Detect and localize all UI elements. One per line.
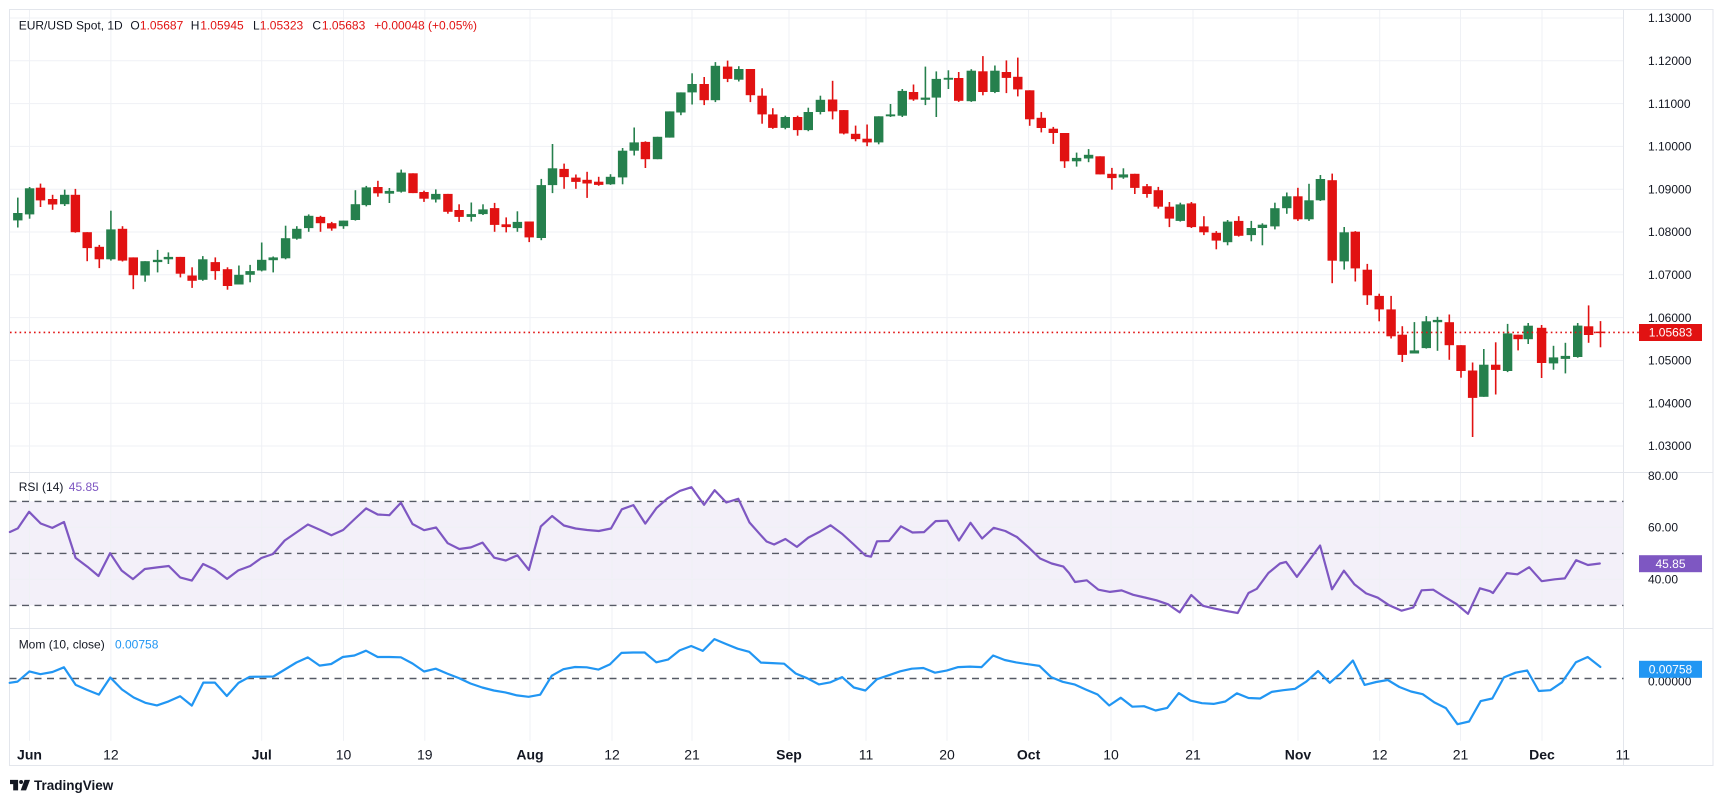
svg-text:Jul: Jul <box>252 747 272 763</box>
svg-text:+0.00048 (+0.05%): +0.00048 (+0.05%) <box>374 19 477 33</box>
svg-text:60.00: 60.00 <box>1648 521 1678 535</box>
svg-text:1.05683: 1.05683 <box>1649 326 1693 340</box>
svg-text:21: 21 <box>1185 747 1201 763</box>
svg-text:C: C <box>312 19 321 33</box>
svg-text:Sep: Sep <box>776 747 802 763</box>
svg-text:Oct: Oct <box>1017 747 1041 763</box>
svg-text:12: 12 <box>1372 747 1388 763</box>
svg-text:1.13000: 1.13000 <box>1648 11 1692 25</box>
svg-text:11: 11 <box>859 747 874 763</box>
svg-text:EUR/USD Spot, 1D: EUR/USD Spot, 1D <box>19 19 123 33</box>
svg-text:RSI (14): RSI (14) <box>19 480 64 494</box>
svg-text:1.12000: 1.12000 <box>1648 54 1692 68</box>
svg-text:10: 10 <box>336 747 352 763</box>
svg-text:Jun: Jun <box>17 747 42 763</box>
svg-text:1.10000: 1.10000 <box>1648 140 1692 154</box>
svg-text:Dec: Dec <box>1529 747 1555 763</box>
svg-text:1.05683: 1.05683 <box>322 19 366 33</box>
svg-text:Nov: Nov <box>1285 747 1312 763</box>
svg-text:TradingView: TradingView <box>34 778 114 793</box>
svg-text:1.03000: 1.03000 <box>1648 439 1692 453</box>
svg-text:11: 11 <box>1616 747 1631 763</box>
svg-text:12: 12 <box>103 747 119 763</box>
svg-text:19: 19 <box>417 747 433 763</box>
svg-text:O: O <box>130 19 139 33</box>
svg-text:21: 21 <box>1453 747 1469 763</box>
svg-text:1.08000: 1.08000 <box>1648 225 1692 239</box>
svg-text:0.00758: 0.00758 <box>115 637 159 651</box>
svg-text:40.00: 40.00 <box>1648 573 1678 587</box>
svg-text:1.05000: 1.05000 <box>1648 354 1692 368</box>
svg-text:1.05687: 1.05687 <box>140 19 184 33</box>
svg-text:1.05323: 1.05323 <box>260 19 304 33</box>
svg-text:1.11000: 1.11000 <box>1648 97 1691 111</box>
svg-text:1.04000: 1.04000 <box>1648 396 1692 410</box>
svg-text:1.09000: 1.09000 <box>1648 182 1692 196</box>
svg-text:45.85: 45.85 <box>1655 557 1685 571</box>
svg-text:1.06000: 1.06000 <box>1648 311 1692 325</box>
svg-text:1.07000: 1.07000 <box>1648 268 1692 282</box>
svg-text:0.00758: 0.00758 <box>1649 662 1693 676</box>
svg-text:0.00000: 0.00000 <box>1648 675 1692 689</box>
svg-text:10: 10 <box>1103 747 1119 763</box>
svg-text:12: 12 <box>604 747 620 763</box>
svg-text:1.05945: 1.05945 <box>200 19 244 33</box>
svg-text:H: H <box>191 19 200 33</box>
svg-text:80.00: 80.00 <box>1648 469 1678 483</box>
svg-text:Mom (10, close): Mom (10, close) <box>19 637 105 651</box>
svg-text:L: L <box>253 19 260 33</box>
svg-text:45.85: 45.85 <box>69 480 99 494</box>
svg-text:Aug: Aug <box>516 747 543 763</box>
svg-text:20: 20 <box>939 747 955 763</box>
svg-text:21: 21 <box>684 747 700 763</box>
